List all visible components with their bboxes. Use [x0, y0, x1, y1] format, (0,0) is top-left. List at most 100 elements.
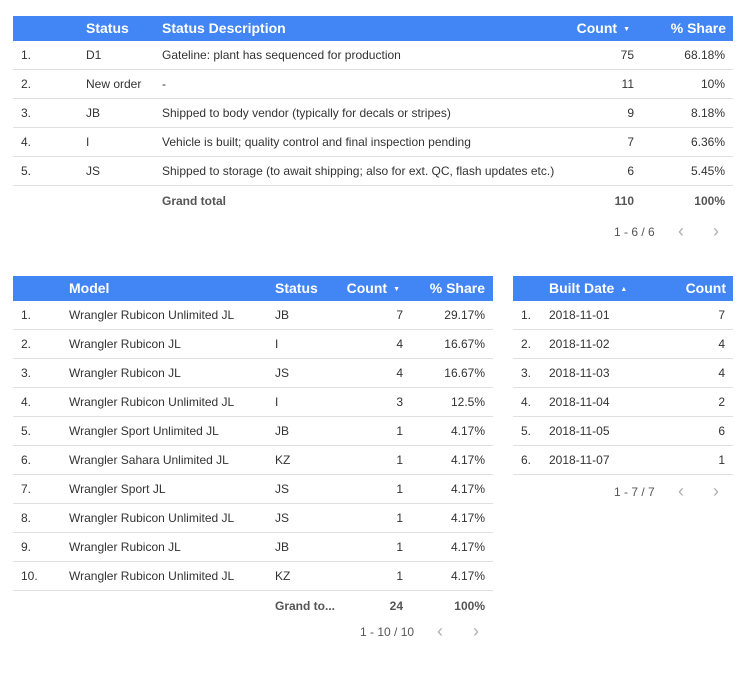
table-row[interactable]: 1. Wrangler Rubicon Unlimited JL JB 7 29.17%: [13, 301, 493, 330]
status-table-pager: 1 - 6 / 6 ‹ ›: [560, 221, 733, 242]
date-table-body: 1. 2018-11-01 7 2. 2018-11-02 4 3. 2018-11-03 4 4…: [513, 301, 733, 475]
model-cell: Wrangler Rubicon JL: [69, 540, 181, 554]
status-table-header: Status Status Description Count ▼ % Share: [13, 16, 733, 41]
chevron-left-icon[interactable]: ‹: [678, 221, 684, 241]
share-cell: 10%: [700, 77, 725, 91]
share-column-header[interactable]: % Share: [670, 20, 726, 36]
model-cell: Wrangler Rubicon Unlimited JL: [69, 395, 235, 409]
share-cell: 6.36%: [690, 135, 725, 149]
share-cell: 4.17%: [450, 540, 485, 554]
status-cell: I: [275, 337, 279, 351]
built-date-cell: 2018-11-03: [549, 366, 610, 380]
description-cell: Shipped to storage (to await shipping; a…: [162, 164, 555, 178]
model-cell: Wrangler Rubicon Unlimited JL: [69, 511, 235, 525]
status-description-column-header[interactable]: Status Description: [162, 20, 286, 36]
grand-total-count: 110: [614, 194, 634, 208]
count-cell: 7: [627, 135, 634, 149]
table-row[interactable]: 1. D1 Gateline: plant has sequenced for pr…: [13, 41, 733, 70]
description-cell: -: [162, 77, 166, 91]
row-number: 2.: [21, 77, 32, 91]
chevron-right-icon[interactable]: ›: [473, 621, 479, 641]
table-row[interactable]: 4. I Vehicle is built; quality control and…: [13, 128, 733, 157]
table-row[interactable]: 6. 2018-11-07 1: [513, 446, 733, 475]
table-row[interactable]: 2. Wrangler Rubicon JL I 4 16.67%: [13, 330, 493, 359]
count-cell: 9: [627, 106, 634, 120]
status-column-header[interactable]: Status: [86, 20, 129, 36]
model-count-header-label: Count: [346, 280, 388, 296]
row-number: 5.: [21, 164, 32, 178]
row-number: 2.: [521, 337, 532, 351]
model-status-column-header[interactable]: Status: [275, 280, 318, 296]
row-number: 8.: [21, 511, 32, 525]
row-number: 10.: [21, 569, 38, 583]
status-cell: JS: [275, 482, 290, 496]
count-cell: 1: [396, 453, 403, 467]
status-table-grand-total: Grand total 110 100%: [13, 186, 733, 216]
count-column-header[interactable]: Count ▼: [558, 16, 630, 41]
status-cell: JS: [275, 511, 290, 525]
table-row[interactable]: 4. 2018-11-04 2: [513, 388, 733, 417]
chevron-right-icon[interactable]: ›: [713, 221, 719, 241]
table-row[interactable]: 5. Wrangler Sport Unlimited JL JB 1 4.17%: [13, 417, 493, 446]
model-column-header[interactable]: Model: [69, 280, 110, 296]
table-row[interactable]: 1. 2018-11-01 7: [513, 301, 733, 330]
row-number: 9.: [21, 540, 32, 554]
status-cell: New order: [86, 77, 142, 91]
table-row[interactable]: 4. Wrangler Rubicon Unlimited JL I 3 12.5%: [13, 388, 493, 417]
table-row[interactable]: 9. Wrangler Rubicon JL JB 1 4.17%: [13, 533, 493, 562]
pager-range: 1 - 7 / 7: [614, 485, 655, 499]
table-row[interactable]: 5. JS Shipped to storage (to await shippin…: [13, 157, 733, 186]
table-row[interactable]: 3. 2018-11-03 4: [513, 359, 733, 388]
count-cell: 4: [718, 337, 725, 351]
description-cell: Shipped to body vendor (typically for de…: [162, 106, 451, 120]
status-cell: JS: [275, 366, 290, 380]
chevron-left-icon[interactable]: ‹: [678, 481, 684, 501]
count-cell: 75: [620, 48, 634, 62]
status-cell: KZ: [275, 569, 291, 583]
status-cell: JS: [86, 164, 101, 178]
row-number: 1.: [521, 308, 532, 322]
sort-desc-icon: ▼: [623, 26, 630, 33]
share-cell: 16.67%: [444, 337, 485, 351]
table-row[interactable]: 3. JB Shipped to body vendor (typically fo…: [13, 99, 733, 128]
table-row[interactable]: 3. Wrangler Rubicon JL JS 4 16.67%: [13, 359, 493, 388]
row-number: 2.: [21, 337, 32, 351]
count-cell: 2: [718, 395, 725, 409]
row-number: 3.: [521, 366, 532, 380]
share-cell: 4.17%: [450, 482, 485, 496]
table-row[interactable]: 2. New order - 11 10%: [13, 70, 733, 99]
table-row[interactable]: 10. Wrangler Rubicon Unlimited JL KZ 1 4.17%: [13, 562, 493, 591]
built-date-cell: 2018-11-02: [549, 337, 610, 351]
pager-range: 1 - 10 / 10: [360, 625, 415, 639]
row-number: 5.: [21, 424, 32, 438]
table-row[interactable]: 6. Wrangler Sahara Unlimited JL KZ 1 4.17%: [13, 446, 493, 475]
row-number: 4.: [21, 135, 32, 149]
status-cell: KZ: [275, 453, 291, 467]
share-cell: 68.18%: [684, 48, 725, 62]
table-row[interactable]: 5. 2018-11-05 6: [513, 417, 733, 446]
count-header-label: Count: [576, 20, 618, 36]
built-date-cell: 2018-11-05: [549, 424, 610, 438]
count-cell: 1: [718, 453, 725, 467]
count-cell: 6: [627, 164, 634, 178]
table-row[interactable]: 7. Wrangler Sport JL JS 1 4.17%: [13, 475, 493, 504]
row-number: 3.: [21, 366, 32, 380]
chevron-left-icon[interactable]: ‹: [437, 621, 443, 641]
row-number: 7.: [21, 482, 32, 496]
status-cell: JB: [275, 424, 290, 438]
date-count-column-header[interactable]: Count: [685, 280, 726, 296]
grand-total-label: Grand total: [162, 194, 227, 208]
row-number: 5.: [521, 424, 532, 438]
model-count-column-header[interactable]: Count ▼: [333, 276, 400, 301]
status-cell: JB: [86, 106, 101, 120]
model-grand-total-count: 24: [389, 599, 403, 613]
chevron-right-icon[interactable]: ›: [713, 481, 719, 501]
count-cell: 1: [396, 482, 403, 496]
share-cell: 29.17%: [444, 308, 485, 322]
model-share-column-header[interactable]: % Share: [429, 280, 485, 296]
built-date-header-label: Built Date: [549, 280, 615, 296]
table-row[interactable]: 2. 2018-11-02 4: [513, 330, 733, 359]
built-date-column-header[interactable]: Built Date ▲: [549, 276, 627, 301]
built-date-cell: 2018-11-04: [549, 395, 610, 409]
table-row[interactable]: 8. Wrangler Rubicon Unlimited JL JS 1 4.17%: [13, 504, 493, 533]
